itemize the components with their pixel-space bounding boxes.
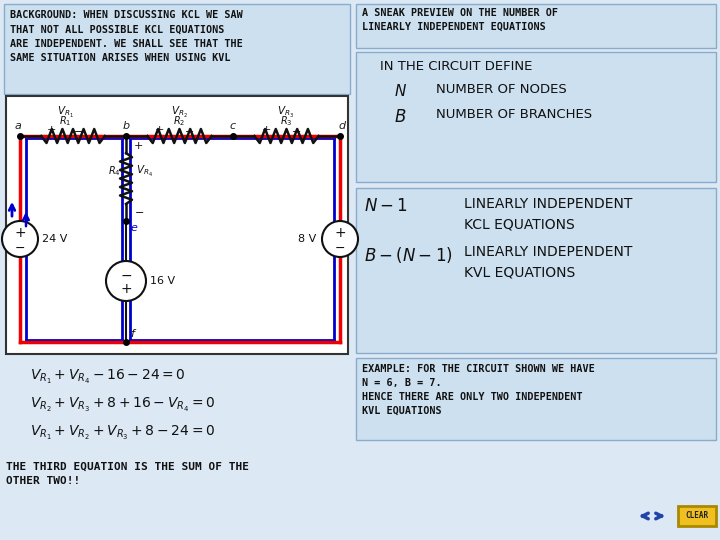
Bar (4, 4, 350, 94)
Text: CLEAR: CLEAR (685, 511, 708, 521)
Text: d: d (338, 121, 346, 131)
Text: $-$: $-$ (184, 125, 194, 135)
Text: +: + (261, 125, 271, 135)
Text: $R_4$: $R_4$ (108, 164, 121, 178)
Text: NUMBER OF BRANCHES: NUMBER OF BRANCHES (436, 108, 592, 121)
Text: EXAMPLE: FOR THE CIRCUIT SHOWN WE HAVE
N = 6, B = 7.
HENCE THERE ARE ONLY TWO IN: EXAMPLE: FOR THE CIRCUIT SHOWN WE HAVE N… (362, 364, 595, 416)
Text: A SNEAK PREVIEW ON THE NUMBER OF
LINEARLY INDEPENDENT EQUATIONS: A SNEAK PREVIEW ON THE NUMBER OF LINEARL… (362, 8, 558, 32)
Bar (678, 506, 716, 526)
Text: $-$: $-$ (120, 268, 132, 282)
Text: $\mathit{N}$: $\mathit{N}$ (394, 83, 407, 99)
Text: KVL EQUATIONS: KVL EQUATIONS (464, 266, 575, 280)
Text: +: + (134, 141, 143, 151)
Text: c: c (230, 121, 236, 131)
Circle shape (322, 221, 358, 257)
Text: KCL EQUATIONS: KCL EQUATIONS (464, 218, 575, 232)
Text: $-$: $-$ (14, 240, 26, 253)
Text: $\mathbf{\mathit{B}}$: $\mathbf{\mathit{B}}$ (394, 108, 406, 126)
Text: $V_{R_2}$: $V_{R_2}$ (171, 105, 187, 120)
Bar (356, 358, 716, 440)
Text: $V_{R_4}$: $V_{R_4}$ (136, 164, 153, 179)
Text: $-$: $-$ (291, 125, 301, 135)
Text: $\mathbf{\mathit{B}}-(\mathit{N}-1)$: $\mathbf{\mathit{B}}-(\mathit{N}-1)$ (364, 245, 453, 265)
Circle shape (106, 261, 146, 301)
Bar (356, 188, 716, 353)
Bar (6, 96, 348, 354)
Text: 24 V: 24 V (42, 234, 68, 244)
Text: $V_{R_1} + V_{R_4} - 16 - 24 = 0$: $V_{R_1} + V_{R_4} - 16 - 24 = 0$ (30, 368, 186, 386)
Text: +: + (154, 125, 163, 135)
Text: $N-1$: $N-1$ (364, 197, 408, 215)
Text: f: f (130, 329, 134, 339)
Text: LINEARLY INDEPENDENT: LINEARLY INDEPENDENT (464, 245, 632, 259)
Circle shape (2, 221, 38, 257)
Text: $R_2$: $R_2$ (173, 114, 185, 128)
Text: IN THE CIRCUIT DEFINE: IN THE CIRCUIT DEFINE (380, 60, 532, 73)
Text: a: a (14, 121, 22, 131)
Text: b: b (122, 121, 130, 131)
Text: THE THIRD EQUATION IS THE SUM OF THE
OTHER TWO!!: THE THIRD EQUATION IS THE SUM OF THE OTH… (6, 462, 249, 486)
Bar (356, 52, 716, 182)
Text: +: + (46, 125, 55, 135)
Text: $-$: $-$ (73, 125, 83, 135)
Text: $V_{R_1} + V_{R_2} + V_{R_3} + 8 - 24 = 0$: $V_{R_1} + V_{R_2} + V_{R_3} + 8 - 24 = … (30, 424, 215, 442)
Text: 8 V: 8 V (298, 234, 316, 244)
Text: BACKGROUND: WHEN DISCUSSING KCL WE SAW
THAT NOT ALL POSSIBLE KCL EQUATIONS
ARE I: BACKGROUND: WHEN DISCUSSING KCL WE SAW T… (10, 10, 243, 63)
Text: 16 V: 16 V (150, 276, 175, 286)
Text: LINEARLY INDEPENDENT: LINEARLY INDEPENDENT (464, 197, 632, 211)
Text: $V_{R_3}$: $V_{R_3}$ (277, 105, 294, 120)
Text: +: + (120, 282, 132, 296)
Text: +: + (14, 226, 26, 240)
Bar (356, 4, 716, 48)
Text: NUMBER OF NODES: NUMBER OF NODES (436, 83, 567, 96)
Text: $-$: $-$ (134, 206, 144, 216)
Text: $V_{R_2} + V_{R_3} + 8 + 16 - V_{R_4} = 0$: $V_{R_2} + V_{R_3} + 8 + 16 - V_{R_4} = … (30, 396, 215, 414)
Text: e: e (130, 223, 137, 233)
Text: $-$: $-$ (334, 240, 346, 253)
Text: +: + (334, 226, 346, 240)
Text: $R_3$: $R_3$ (280, 114, 292, 128)
Text: $R_1$: $R_1$ (59, 114, 71, 128)
Text: $V_{R_1}$: $V_{R_1}$ (57, 105, 73, 120)
